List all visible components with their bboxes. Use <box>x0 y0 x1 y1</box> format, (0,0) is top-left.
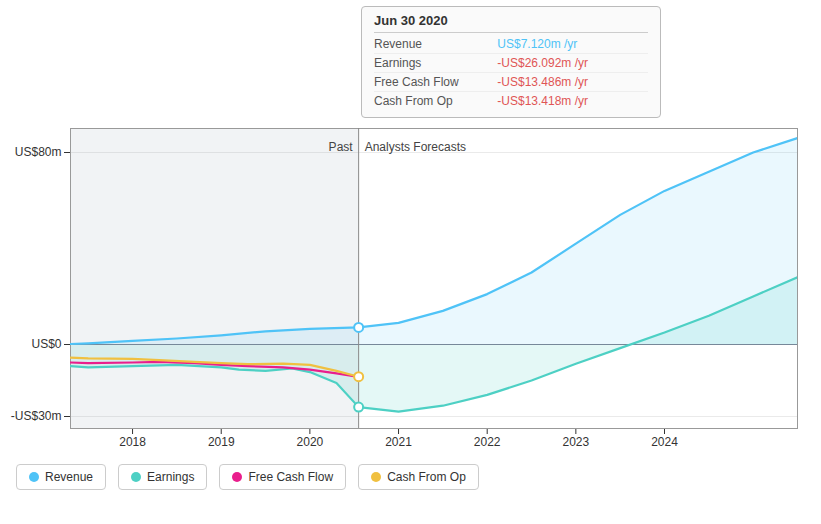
svg-text:2023: 2023 <box>563 435 590 449</box>
svg-text:Analysts Forecasts: Analysts Forecasts <box>365 140 466 154</box>
html-text:Free Cash Flow: Free Cash Flow <box>374 75 459 89</box>
svg-text:Past: Past <box>329 140 354 154</box>
svg-text:2018: 2018 <box>119 435 146 449</box>
html-text:-US$13.486m /yr: -US$13.486m /yr <box>497 75 588 89</box>
html-text:-US$13.418m /yr: -US$13.418m /yr <box>497 94 588 108</box>
html-text:Revenue: Revenue <box>45 470 93 484</box>
svg-text:2021: 2021 <box>385 435 412 449</box>
html-text:Cash From Op: Cash From Op <box>387 470 466 484</box>
html-text:US$7.120m /yr: US$7.120m /yr <box>497 37 578 51</box>
html-text:Revenue: Revenue <box>374 37 422 51</box>
html-text:-US$26.092m /yr: -US$26.092m /yr <box>497 56 588 70</box>
svg-text:-US$30m: -US$30m <box>11 409 62 423</box>
svg-text:US$0: US$0 <box>31 337 61 351</box>
svg-text:2020: 2020 <box>297 435 324 449</box>
html-text:Free Cash Flow: Free Cash Flow <box>248 470 334 484</box>
html-text:Cash From Op: Cash From Op <box>374 94 453 108</box>
html-text:Jun 30 2020: Jun 30 2020 <box>374 13 448 28</box>
svg-text:2019: 2019 <box>208 435 235 449</box>
html-text:Earnings: Earnings <box>147 470 195 484</box>
svg-text:2022: 2022 <box>474 435 501 449</box>
svg-text:2024: 2024 <box>651 435 678 449</box>
html-text:Earnings: Earnings <box>374 56 422 70</box>
svg-text:US$80m: US$80m <box>15 145 62 159</box>
